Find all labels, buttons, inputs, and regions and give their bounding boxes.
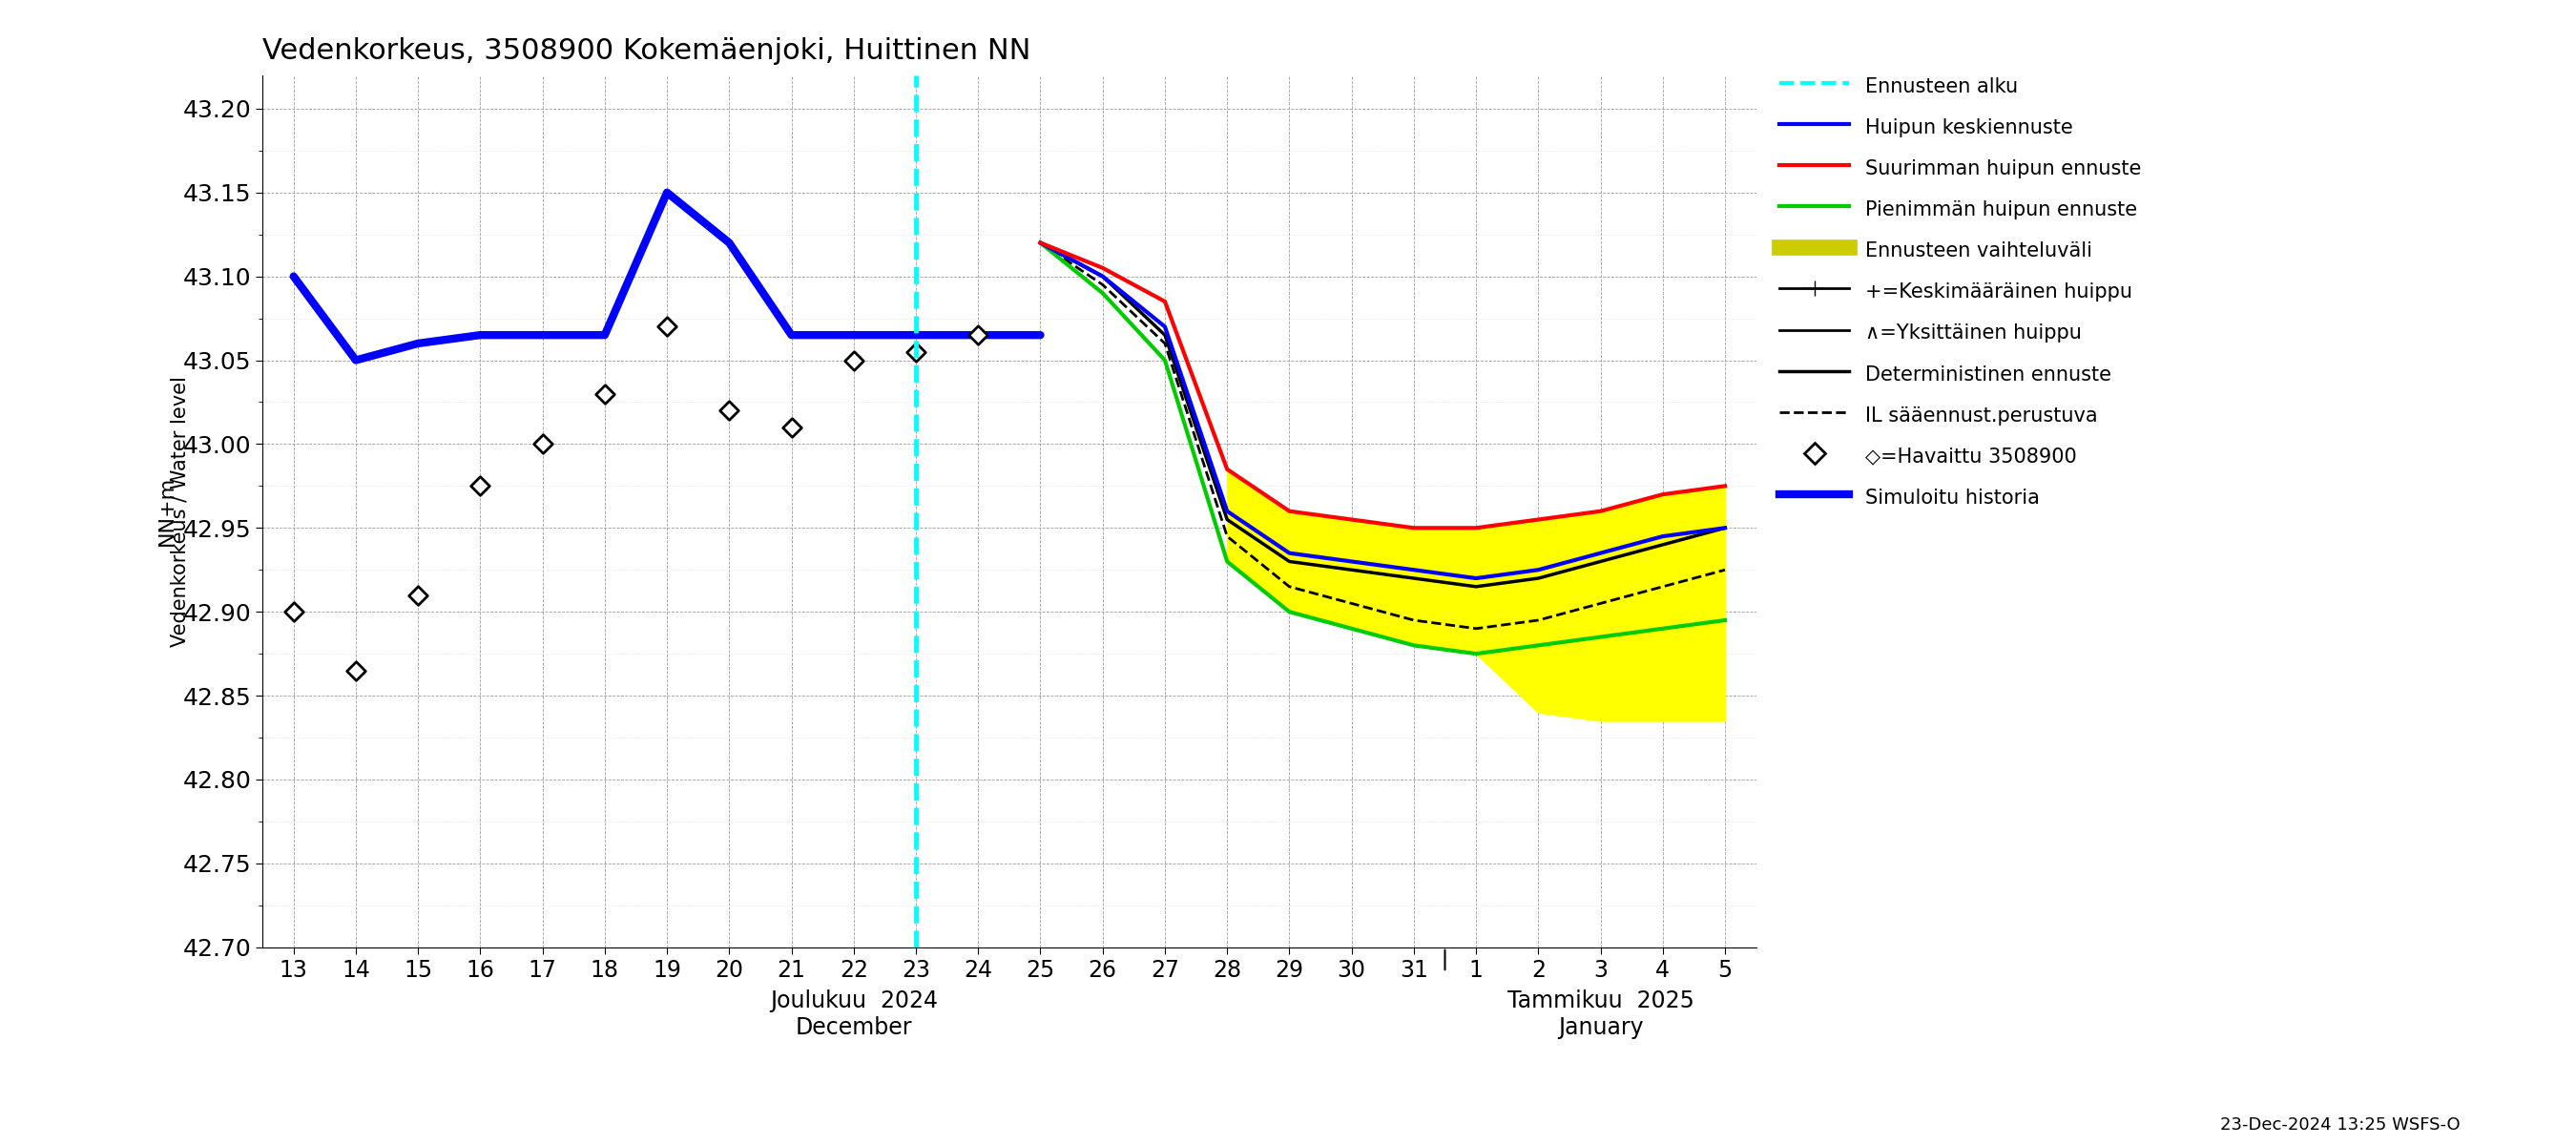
Point bbox=[273, 602, 314, 621]
Point bbox=[832, 352, 873, 370]
Point bbox=[585, 385, 626, 403]
Point bbox=[708, 402, 750, 420]
Point bbox=[335, 662, 376, 680]
Point bbox=[958, 326, 999, 345]
Point bbox=[647, 317, 688, 335]
Y-axis label: NN+m: NN+m bbox=[157, 476, 175, 546]
Text: Vedenkorkeus / Water level: Vedenkorkeus / Water level bbox=[170, 376, 191, 647]
Point bbox=[459, 476, 500, 495]
Point bbox=[770, 418, 811, 436]
Text: 23-Dec-2024 13:25 WSFS-O: 23-Dec-2024 13:25 WSFS-O bbox=[2221, 1116, 2460, 1134]
Text: Joulukuu  2024
December: Joulukuu 2024 December bbox=[770, 989, 938, 1039]
Text: Vedenkorkeus, 3508900 Kokemäenjoki, Huittinen NN: Vedenkorkeus, 3508900 Kokemäenjoki, Huit… bbox=[263, 37, 1030, 65]
Point bbox=[523, 435, 564, 453]
Legend: Ennusteen alku, Huipun keskiennuste, Suurimman huipun ennuste, Pienimmän huipun : Ennusteen alku, Huipun keskiennuste, Suu… bbox=[1772, 68, 2146, 515]
Point bbox=[397, 586, 438, 605]
Text: Tammikuu  2025
January: Tammikuu 2025 January bbox=[1507, 989, 1695, 1039]
Point bbox=[896, 342, 938, 361]
